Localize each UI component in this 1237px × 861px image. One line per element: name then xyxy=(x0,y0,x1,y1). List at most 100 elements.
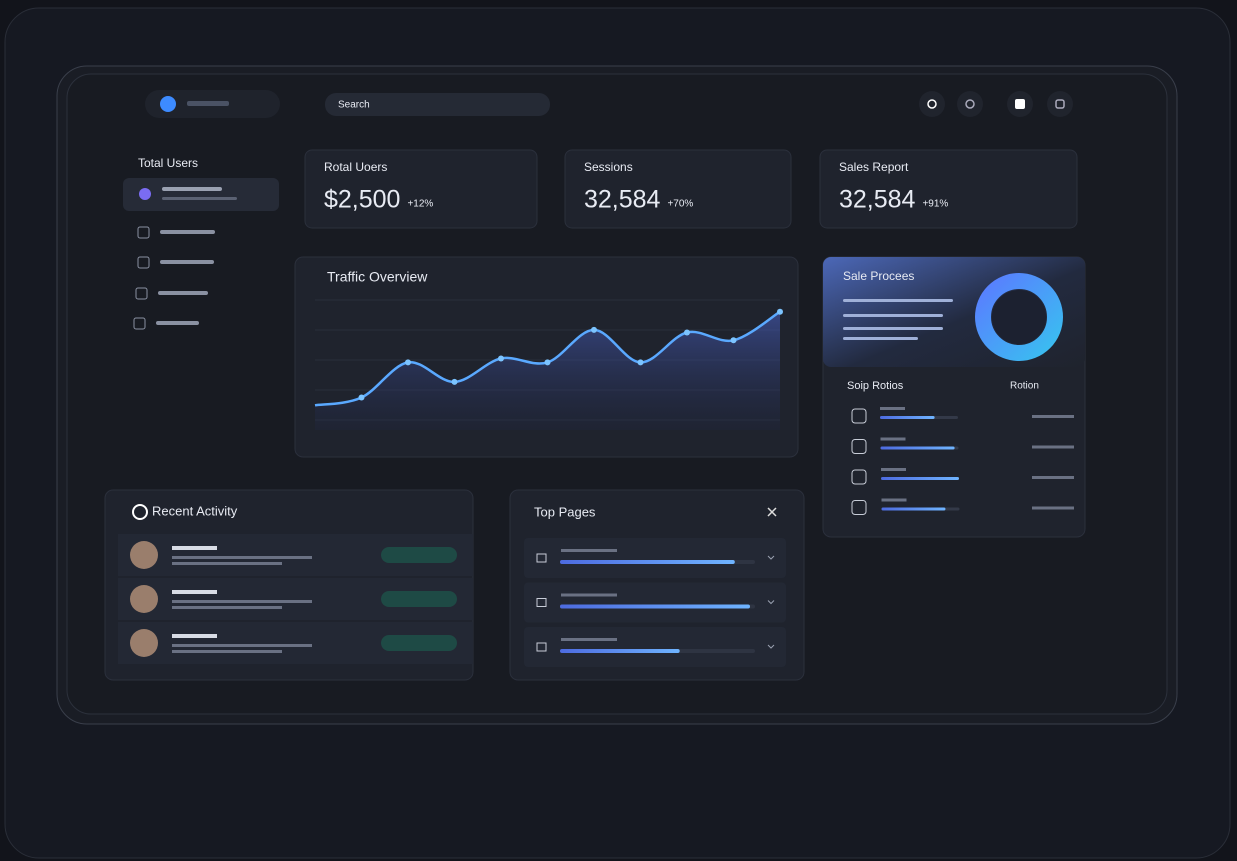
placeholder-text xyxy=(1032,415,1074,418)
traffic-point xyxy=(684,329,690,336)
donut-hole xyxy=(992,290,1046,344)
stat-card xyxy=(819,149,1078,229)
activity-list xyxy=(118,534,473,664)
bar xyxy=(880,446,955,450)
stat-value: $2,500 xyxy=(324,186,400,214)
page-row xyxy=(524,538,786,578)
traffic-point xyxy=(451,378,458,385)
sales-bars xyxy=(851,407,1074,515)
status-badge[interactable] xyxy=(381,591,457,607)
chevron[interactable] xyxy=(767,600,775,605)
stat-value: 32,584 xyxy=(839,186,916,214)
stat-card xyxy=(564,149,792,229)
traffic-point xyxy=(637,359,644,366)
stat-title: Sessions xyxy=(584,160,633,174)
placeholder-text xyxy=(843,327,943,330)
avatar xyxy=(130,541,158,569)
placeholder-text xyxy=(880,407,905,410)
stat-title: Sales Report xyxy=(839,160,909,174)
menu-icon xyxy=(137,226,150,239)
page-row xyxy=(524,582,786,623)
traffic-chart xyxy=(314,299,783,430)
page-row xyxy=(524,627,786,667)
traffic-point xyxy=(591,326,597,333)
icon xyxy=(1055,99,1065,109)
stat-title: Rotal Uoers xyxy=(324,160,387,174)
row-icon xyxy=(851,408,867,424)
sales-title: Sale Procees xyxy=(843,269,914,283)
traffic-area xyxy=(315,311,780,430)
traffic-point xyxy=(358,394,365,401)
placeholder-text xyxy=(172,650,282,653)
activity-title: Recent Activity xyxy=(152,503,238,518)
icon xyxy=(1015,99,1025,109)
stat-card xyxy=(304,149,538,229)
status-badge[interactable] xyxy=(381,547,457,563)
menu-icon xyxy=(135,287,148,300)
top-pages-list xyxy=(524,538,786,667)
traffic-title: Traffic Overview xyxy=(327,269,428,285)
row-icon xyxy=(536,598,547,607)
menu-icon xyxy=(133,317,146,330)
avatar xyxy=(139,188,151,200)
placeholder-text xyxy=(172,556,312,559)
icon-button[interactable] xyxy=(1047,91,1073,117)
activity-icon xyxy=(132,504,148,520)
placeholder-text xyxy=(843,299,953,302)
placeholder-text xyxy=(561,638,617,641)
stat-change: +91% xyxy=(922,199,948,210)
traffic-point xyxy=(405,359,411,366)
menu-item[interactable] xyxy=(160,260,214,264)
status-badge[interactable] xyxy=(381,635,457,651)
row-icon xyxy=(851,469,867,485)
bar xyxy=(560,604,750,609)
menu-item[interactable] xyxy=(160,230,215,234)
sidebar-item-active[interactable] xyxy=(123,178,279,211)
placeholder-text xyxy=(172,562,282,565)
stat-cards: Rotal Uoers $2,500 +12% Sessions 32,584 +70% S… xyxy=(304,149,1078,229)
icon-button[interactable] xyxy=(919,91,945,117)
menu-icon xyxy=(137,256,150,269)
placeholder-text xyxy=(880,437,906,441)
avatar xyxy=(130,629,158,657)
top-pages-title: Top Pages xyxy=(534,504,596,519)
sales-subtitle: Soip Rotios xyxy=(847,380,904,392)
logo xyxy=(160,96,176,112)
row-icon xyxy=(536,642,547,652)
traffic-point xyxy=(777,308,783,315)
placeholder-text xyxy=(843,337,918,340)
bar xyxy=(881,507,946,511)
menu-item[interactable] xyxy=(156,321,199,325)
chevron[interactable] xyxy=(767,644,775,649)
search-placeholder: Search xyxy=(338,100,370,111)
sidebar-title: Total Users xyxy=(138,156,198,170)
sidebar-menu xyxy=(133,226,215,330)
placeholder-text xyxy=(172,600,312,603)
placeholder-text xyxy=(172,644,312,647)
bar xyxy=(881,477,959,480)
bar xyxy=(880,416,935,419)
placeholder-text xyxy=(172,590,217,594)
bar xyxy=(560,649,680,653)
placeholder-text xyxy=(1032,445,1074,449)
chevron[interactable] xyxy=(767,555,775,560)
row-icon xyxy=(536,553,547,563)
close-icon[interactable] xyxy=(767,507,777,517)
placeholder-text xyxy=(561,549,617,552)
placeholder-text xyxy=(162,187,222,191)
traffic-point xyxy=(498,355,504,362)
stat-value: 32,584 xyxy=(584,186,661,214)
menu-item[interactable] xyxy=(158,291,208,295)
placeholder-text xyxy=(172,634,217,638)
placeholder-text xyxy=(843,314,943,317)
row-icon xyxy=(851,500,867,515)
icon-button[interactable] xyxy=(957,91,983,117)
placeholder-text xyxy=(881,468,906,471)
icon xyxy=(965,99,975,109)
placeholder-text xyxy=(162,197,237,200)
logo-text xyxy=(187,101,229,106)
placeholder-text xyxy=(1032,476,1074,479)
search-box[interactable] xyxy=(325,93,550,116)
traffic-point xyxy=(730,337,737,344)
